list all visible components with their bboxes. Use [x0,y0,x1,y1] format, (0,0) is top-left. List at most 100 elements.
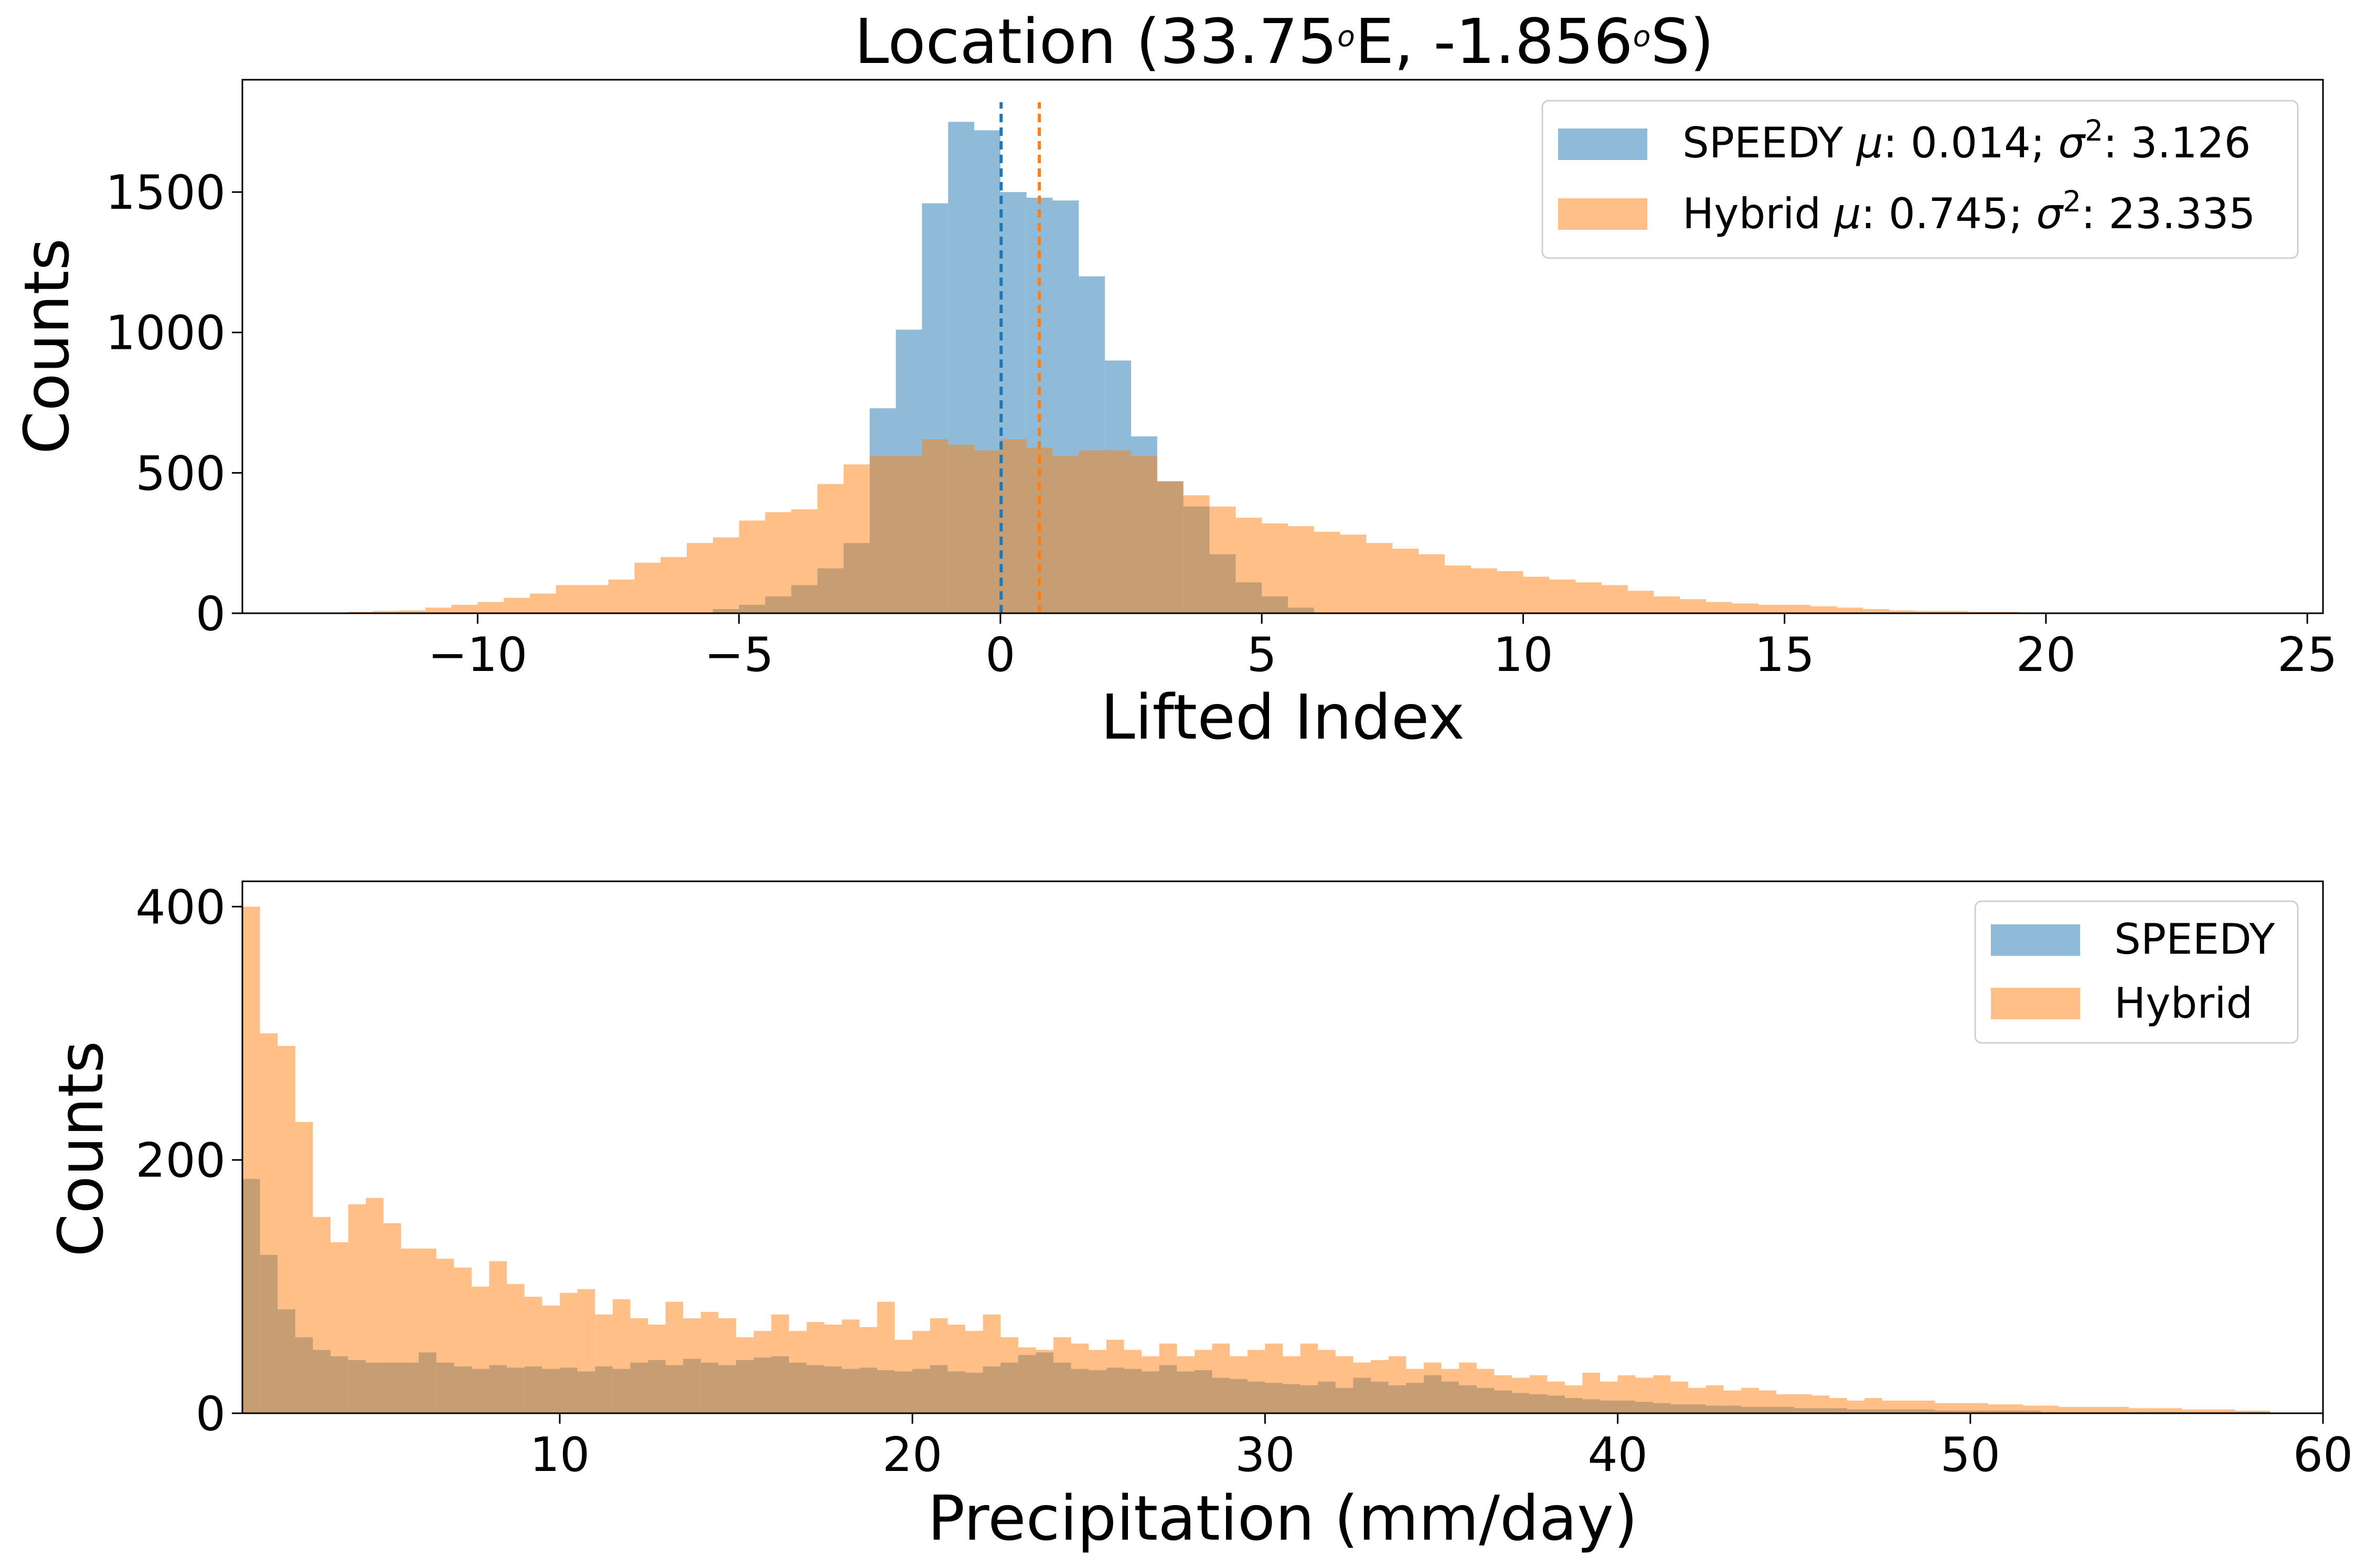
bottom-bar-hybrid [559,1293,578,1413]
top-bar-hybrid [1314,531,1340,613]
top-x-tick-label: −10 [428,627,527,682]
bottom-bar-hybrid [1406,1369,1424,1413]
bottom-x-tick-label: 40 [1587,1427,1648,1482]
top-x-tick-label: 5 [1247,627,1277,682]
bottom-bar-hybrid [366,1198,383,1413]
top-bar-hybrid [1941,611,1968,613]
bottom-bar-hybrid [1988,1404,2006,1413]
bottom-bar-hybrid [1547,1381,1565,1413]
top-bar-hybrid [1235,518,1262,613]
bottom-bar-hybrid [1159,1343,1177,1413]
top-bar-hybrid [1758,604,1785,613]
bottom-bar-hybrid [1212,1343,1230,1413]
top-legend-swatch-speedy [1558,129,1647,160]
bottom-bar-hybrid [577,1289,595,1413]
bottom-x-axis-label: Precipitation (mm/day) [928,1482,1638,1554]
top-bar-hybrid [1340,535,1367,613]
top-bar-hybrid [1209,506,1236,613]
top-bar-hybrid [399,610,425,613]
bottom-bar-hybrid [648,1325,666,1413]
bottom-bar-hybrid [2111,1406,2129,1413]
top-x-tick-label: 25 [2277,627,2338,682]
bottom-bar-hybrid [2076,1406,2094,1413]
bottom-bar-hybrid [595,1314,613,1413]
top-bar-hybrid [504,598,530,613]
top-bar-hybrid [582,585,609,613]
bottom-bar-hybrid [912,1331,930,1413]
bottom-y-tick-label: 200 [135,1133,226,1188]
top-bar-hybrid [425,607,452,613]
top-bar-hybrid [1601,585,1628,613]
top-bar-hybrid [1366,543,1393,613]
top-bar-hybrid [739,520,765,613]
bottom-bar-hybrid [1776,1394,1794,1413]
bottom-bar-hybrid [630,1318,648,1413]
top-bar-hybrid [922,439,948,613]
bottom-bar-hybrid [471,1286,489,1413]
top-bar-hybrid [373,611,399,613]
top-bar-hybrid [1627,591,1654,613]
top-bar-hybrid [1262,523,1288,613]
chart-title: Location (33.75oE, -1.856oS) [855,5,1714,78]
top-bar-hybrid [1654,596,1680,613]
bottom-bar-hybrid [930,1318,948,1413]
top-bar-hybrid [1889,610,1915,613]
bottom-bar-hybrid [1089,1350,1106,1413]
bottom-bar-hybrid [348,1204,366,1413]
bottom-bar-hybrid [736,1337,754,1413]
bottom-bar-hybrid [401,1249,419,1413]
bottom-bar-hybrid [1036,1350,1054,1413]
bottom-bar-hybrid [1882,1400,1900,1413]
top-mean-lines [999,102,1041,613]
bottom-bar-hybrid [1124,1350,1142,1413]
top-bar-hybrid [1523,577,1550,613]
top-legend-swatch-hybrid [1558,198,1647,230]
top-bar-hybrid [1079,450,1105,613]
bottom-bar-hybrid [278,1046,295,1413]
bottom-bar-hybrid [489,1261,507,1413]
top-x-tick-label: 20 [2016,627,2076,682]
bottom-bar-hybrid [1230,1356,1248,1413]
bottom-bar-hybrid [2058,1406,2076,1413]
top-bar-hybrid [1837,607,1863,613]
bottom-bar-hybrid [1970,1403,1988,1413]
top-bar-hybrid [1287,526,1314,613]
top-bar-hybrid [1392,548,1419,613]
bottom-bar-hybrid [753,1331,772,1413]
bottom-bar-hybrid [1706,1385,1724,1413]
bottom-legend-label-speedy: SPEEDY [2114,915,2275,964]
top-bar-hybrid [660,557,687,613]
bottom-bar-hybrid [1476,1369,1495,1413]
bottom-bar-hybrid [1335,1356,1353,1413]
bottom-bar-hybrid [1300,1343,1318,1413]
top-bar-hybrid [896,456,922,613]
top-y-axis-label: Counts [10,238,83,454]
top-bar-hybrid [817,484,844,613]
top-bar-hybrid [1105,450,1132,613]
bottom-bar-hybrid [894,1339,913,1413]
bottom-legend-swatch-hybrid [1991,988,2080,1019]
top-y-tick-label: 1500 [105,165,226,220]
top-bar-hybrid [1497,571,1523,613]
top-bar-hybrid [451,604,478,613]
top-bar-hybrid [843,464,870,613]
bottom-bar-hybrid [1018,1347,1036,1413]
bottom-bar-hybrid [771,1314,789,1413]
bottom-bar-hybrid [1582,1372,1600,1413]
bottom-bar-hybrid [1900,1400,1917,1413]
bottom-bar-hybrid [806,1322,825,1413]
bottom-bar-hybrid [507,1284,525,1413]
bottom-bar-hybrid [1935,1403,1953,1413]
bottom-bar-hybrid [1864,1398,1882,1413]
bottom-bar-hybrid [1670,1381,1689,1413]
bottom-bar-hybrid [2252,1411,2271,1413]
bottom-bar-hybrid [877,1302,895,1413]
bottom-legend-swatch-speedy [1991,924,2080,956]
top-legend-label-speedy: SPEEDY μ: 0.014; σ2: 3.126 [1682,114,2251,167]
top-bar-hybrid [1000,439,1027,613]
top-bar-hybrid [869,456,896,613]
bottom-bar-hybrid [242,906,260,1413]
top-x-tick-label: 10 [1493,627,1553,682]
bottom-bar-hybrid [260,1033,278,1413]
